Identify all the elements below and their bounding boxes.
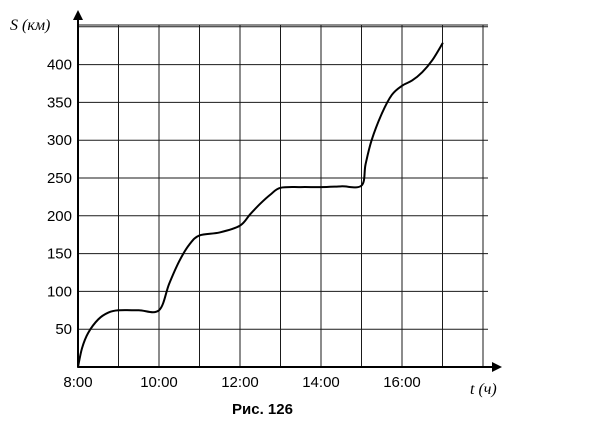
y-tick-label: 100 [47,283,72,300]
y-tick-label: 300 [47,132,72,149]
y-tick-label: 250 [47,170,72,187]
y-tick-label: 350 [47,94,72,111]
y-tick-label: 200 [47,208,72,225]
x-tick-label: 10:00 [140,374,178,391]
x-tick-label: 16:00 [383,374,421,391]
x-tick-labels: 8:00 10:00 12:00 14:00 16:00 [63,374,420,391]
y-tick-label: 400 [47,57,72,74]
series-line [77,42,444,368]
grid [78,24,488,367]
x-tick-label: 12:00 [221,374,259,391]
y-axis-label: S (км) [10,17,50,34]
x-tick-label: 8:00 [63,374,92,391]
y-tick-labels: 50 100 150 200 250 300 350 400 [47,57,72,339]
x-tick-label: 14:00 [302,374,340,391]
y-tick-label: 50 [55,321,72,338]
x-axis-label: t (ч) [470,381,497,398]
y-tick-label: 150 [47,246,72,263]
figure-caption: Рис. 126 [232,401,293,418]
axes [73,10,502,372]
